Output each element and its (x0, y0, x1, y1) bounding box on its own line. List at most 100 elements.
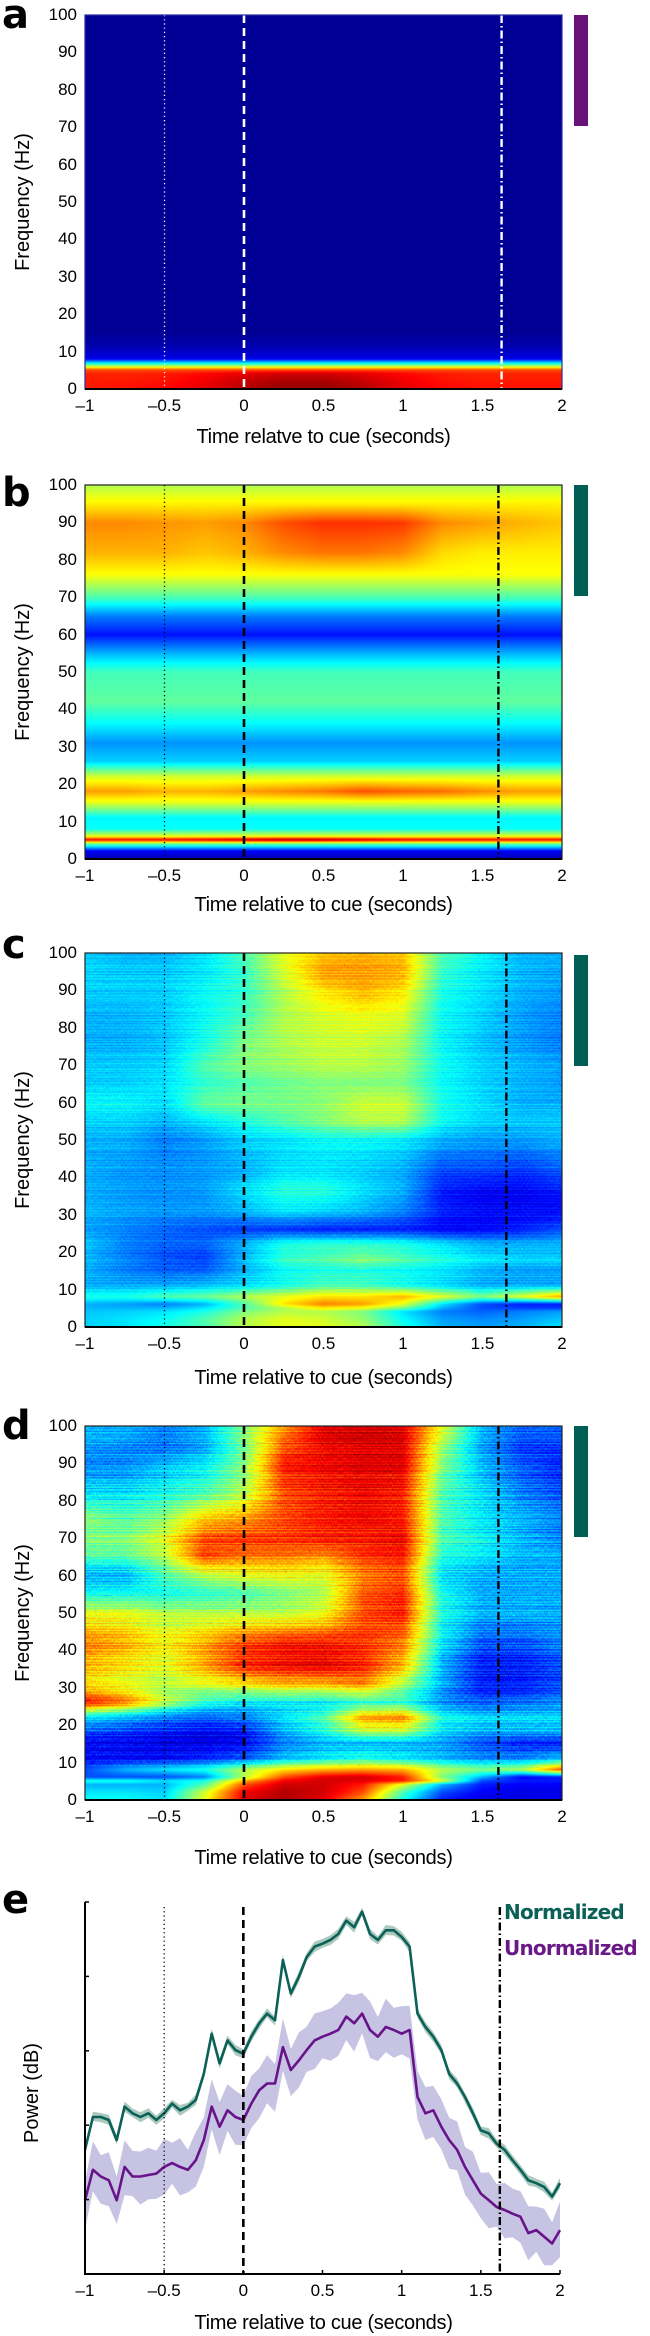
x-tick-label: 0.5 (311, 866, 336, 885)
power-line-chart-e: –1 –0.5 0 0.5 1 1.5 2 (76, 1901, 565, 2300)
colorbar-marker-d (574, 1426, 588, 1537)
x-tick-label: 1.5 (470, 1807, 495, 1826)
y-tick-label: 70 (58, 117, 77, 137)
x-tick-label: 2 (557, 866, 567, 885)
overlay-b (84, 484, 563, 860)
x-tick-label: –0.5 (147, 2281, 181, 2300)
y-tick-label: 80 (58, 549, 77, 569)
y-tick-label: 0 (67, 1317, 77, 1336)
y-tick-label: 0 (67, 849, 77, 868)
y-tick-label: 50 (58, 1603, 77, 1622)
x-tick-label: 0.5 (310, 2281, 335, 2300)
panel-label-a: a (2, 0, 29, 38)
y-axis-label-d: Frequency (Hz) (12, 1544, 34, 1682)
y-tick-label: 40 (58, 699, 77, 719)
plot-frame (84, 484, 563, 860)
x-tick-label: 0.5 (311, 396, 336, 415)
y-tick-label: 40 (58, 229, 77, 249)
y-tick-label: 90 (58, 512, 77, 532)
y-tick-label: 100 (48, 5, 77, 24)
x-tick-label: 0 (238, 2281, 249, 2300)
colorbar-marker-c (574, 955, 588, 1066)
y-tick-label: 90 (58, 980, 77, 1000)
y-tick-label: 10 (58, 1752, 77, 1772)
spectrogram-panel-d: –1 –0.5 0 0.5 1 1.5 2 0 10 20 30 40 50 60 70 80 90 100 (49, 1416, 567, 1826)
x-tick-label: 0 (239, 396, 249, 415)
y-tick-label: 80 (58, 79, 77, 99)
x-tick-label: –1 (75, 1807, 95, 1826)
y-tick-label: 40 (58, 1640, 77, 1660)
y-tick-label: 60 (58, 624, 77, 644)
y-tick-label: 50 (58, 192, 77, 211)
error-band-unormalized (85, 1992, 560, 2266)
y-tick-label: 100 (48, 475, 77, 494)
x-tick-label: 1 (398, 1807, 408, 1826)
x-axis-label-a: Time relatve to cue (seconds) (196, 426, 451, 448)
y-tick-label: 80 (58, 1490, 77, 1510)
x-axis-label-e: Time relative to cue (seconds) (194, 2312, 453, 2334)
y-tick-label: 10 (58, 1279, 77, 1299)
x-tick-label: 1.5 (469, 2281, 493, 2300)
y-tick-label: 60 (58, 1565, 77, 1585)
x-axis-label-d: Time relative to cue (seconds) (194, 1847, 453, 1869)
y-tick-label: 90 (58, 1453, 77, 1473)
colorbar-marker-b (574, 485, 588, 596)
panel-label-c: c (2, 922, 26, 968)
x-tick-label: 2 (557, 1807, 567, 1826)
y-tick-label: 0 (67, 379, 77, 398)
y-tick-label: 60 (58, 154, 77, 174)
y-axis-label-c: Frequency (Hz) (12, 1071, 34, 1209)
y-tick-label: 30 (58, 1677, 77, 1697)
y-tick-label: 10 (58, 811, 77, 831)
x-tick-label: 0 (239, 1807, 249, 1826)
x-tick-label: 1.5 (470, 1334, 495, 1353)
x-tick-label: 1 (398, 866, 408, 885)
y-tick-label: 20 (58, 1715, 77, 1735)
x-tick-label: 0.5 (311, 1334, 336, 1353)
legend-normalized: Normalized (504, 1900, 625, 1924)
x-tick-label: 1 (398, 396, 408, 415)
legend-unnormalized: Unormalized (504, 1936, 638, 1960)
x-tick-label: –0.5 (147, 1807, 182, 1826)
y-axis-label-e: Power (dB) (21, 2042, 43, 2144)
y-tick-label: 70 (58, 1528, 77, 1548)
y-tick-label: 10 (58, 341, 77, 361)
x-tick-label: –1 (75, 1334, 95, 1353)
x-tick-label: 0 (239, 866, 249, 885)
y-tick-label: 50 (58, 662, 77, 681)
panel-label-b: b (2, 470, 31, 516)
y-tick-label: 20 (58, 1242, 77, 1262)
y-tick-label: 20 (58, 304, 77, 324)
y-tick-label: 40 (58, 1167, 77, 1187)
x-tick-label: 0.5 (311, 1807, 336, 1826)
plot-frame (84, 1425, 563, 1801)
spectrogram-panel-c: –1 –0.5 0 0.5 1 1.5 2 0 10 20 30 40 50 60 70 80 90 100 (49, 943, 567, 1353)
x-tick-label: 1 (396, 2281, 407, 2300)
x-tick-label: –0.5 (147, 866, 182, 885)
x-tick-label: 0 (239, 1334, 249, 1353)
y-tick-label: 30 (58, 1204, 77, 1224)
panel-label-e: e (2, 1877, 30, 1923)
y-tick-label: 70 (58, 1055, 77, 1075)
colorbar-marker-a (574, 15, 588, 126)
y-tick-label: 70 (58, 587, 77, 607)
x-tick-label: –0.5 (147, 396, 182, 415)
x-tick-label: –0.5 (147, 1334, 182, 1353)
y-axis-label-a: Frequency (Hz) (12, 133, 34, 271)
spectrogram-panel-a: –1 –0.5 0 0.5 1 1.5 2 0 10 20 30 40 50 60 70 80 90 100 (49, 5, 567, 415)
x-axis-label-b: Time relative to cue (seconds) (194, 894, 453, 916)
x-tick-label: 1.5 (470, 396, 495, 415)
y-tick-label: 0 (67, 1790, 77, 1809)
spectrogram-panel-b: –1 –0.5 0 0.5 1 1.5 2 0 10 20 30 40 50 60 70 80 90 100 (49, 475, 567, 885)
x-axis-label-c: Time relative to cue (seconds) (194, 1367, 453, 1389)
y-tick-label: 100 (48, 1416, 77, 1435)
plot-frame (84, 14, 563, 390)
plot-frame (84, 952, 563, 1328)
y-tick-label: 60 (58, 1092, 77, 1112)
x-tick-label: 2 (557, 1334, 567, 1353)
y-tick-label: 90 (58, 42, 77, 62)
y-tick-label: 80 (58, 1017, 77, 1037)
x-tick-label: 1.5 (470, 866, 495, 885)
panel-label-d: d (2, 1403, 31, 1449)
x-tick-label: 2 (557, 396, 567, 415)
